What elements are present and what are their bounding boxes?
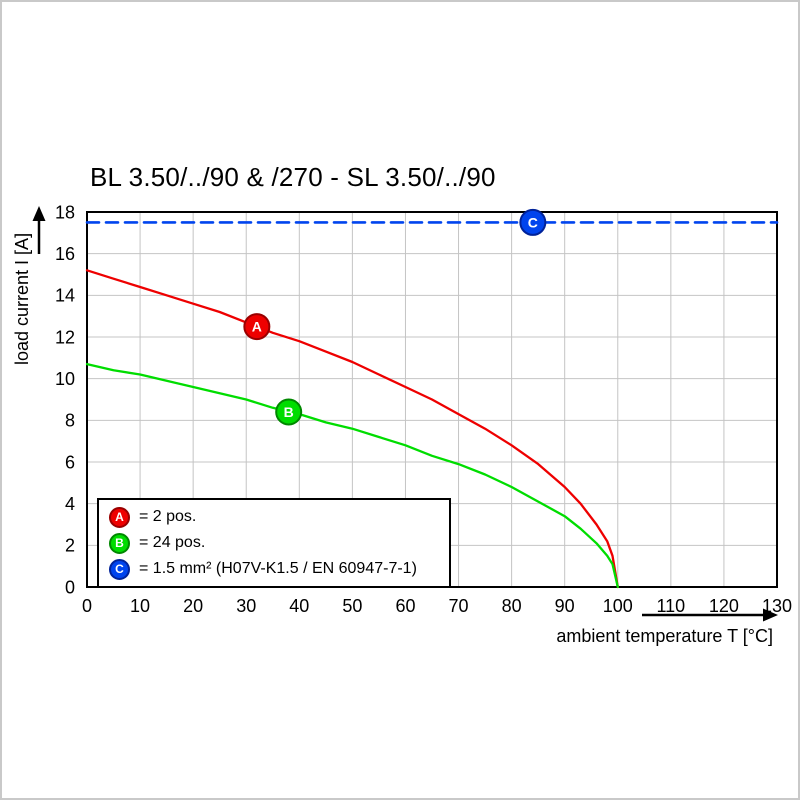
y-tick-label: 8 — [65, 411, 75, 431]
series-A-marker-label: A — [252, 319, 262, 335]
legend-marker-B-icon: B — [109, 532, 130, 554]
x-tick-label: 70 — [449, 596, 469, 616]
y-axis-label: load current I [A] — [12, 232, 32, 365]
series-A-marker — [243, 313, 271, 341]
series-B-marker — [275, 398, 303, 426]
legend-item-A: A = 2 pos. — [109, 505, 439, 529]
y-tick-label: 14 — [55, 286, 75, 306]
series-C-marker — [519, 208, 547, 236]
x-axis-label: ambient temperature T [°C] — [556, 626, 773, 646]
y-tick-label: 4 — [65, 494, 75, 514]
series-B-marker-label: B — [284, 404, 294, 420]
y-tick-label: 10 — [55, 369, 75, 389]
x-tick-label: 130 — [762, 596, 792, 616]
series-B-curve — [85, 362, 619, 589]
x-axis-arrowhead-icon — [763, 608, 778, 622]
x-tick-label: 120 — [709, 596, 739, 616]
legend-label-C: = 1.5 mm² (H07V-K1.5 / EN 60947-7-1) — [139, 560, 417, 577]
y-tick-label: 12 — [55, 327, 75, 347]
y-tick-label: 16 — [55, 244, 75, 264]
series-A-curve — [85, 269, 619, 589]
y-tick-label: 6 — [65, 452, 75, 472]
legend-marker-A-icon: A — [109, 506, 130, 528]
x-tick-label: 60 — [395, 596, 415, 616]
legend-marker-C-icon: C — [109, 558, 130, 580]
x-tick-label: 50 — [342, 596, 362, 616]
legend-item-C: C = 1.5 mm² (H07V-K1.5 / EN 60947-7-1) — [109, 557, 439, 581]
x-tick-label: 80 — [502, 596, 522, 616]
legend-label-A: = 2 pos. — [139, 508, 197, 525]
chart-title: BL 3.50/../90 & /270 - SL 3.50/../90 — [90, 162, 496, 192]
x-tick-label: 110 — [656, 596, 685, 616]
series-C-marker-label: C — [528, 214, 538, 230]
legend-label-B: = 24 pos. — [139, 534, 206, 551]
legend-item-B: B = 24 pos. — [109, 531, 439, 555]
x-tick-label: 90 — [555, 596, 575, 616]
x-tick-label: 10 — [130, 596, 150, 616]
x-tick-label: 100 — [603, 596, 633, 616]
x-tick-label: 40 — [289, 596, 309, 616]
x-tick-label: 30 — [236, 596, 256, 616]
x-tick-label: 0 — [82, 596, 92, 616]
y-tick-label: 2 — [65, 536, 75, 556]
y-tick-label: 0 — [65, 577, 75, 597]
legend: A = 2 pos. B = 24 pos. C = 1.5 mm² (H07V-K1.5… — [97, 498, 451, 588]
y-tick-label: 18 — [55, 202, 75, 222]
x-tick-label: 20 — [183, 596, 203, 616]
y-axis-arrowhead-icon — [32, 206, 46, 221]
